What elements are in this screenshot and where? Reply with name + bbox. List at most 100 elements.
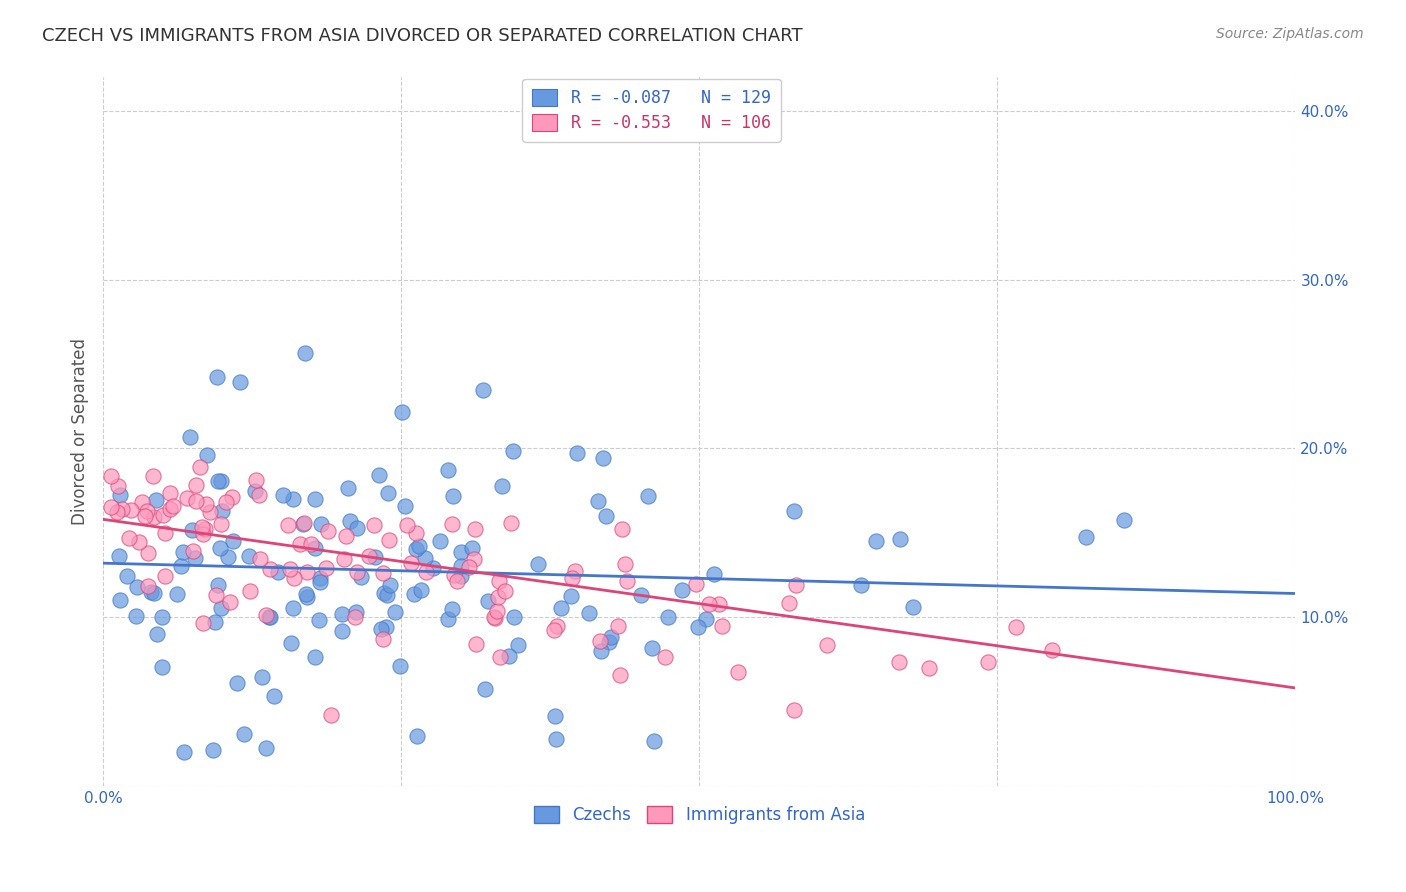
Point xyxy=(176,491,198,505)
Point xyxy=(607,619,630,633)
Point xyxy=(170,558,193,573)
Point xyxy=(257,610,280,624)
Point xyxy=(179,430,201,444)
Point xyxy=(295,591,318,605)
Point xyxy=(215,495,238,509)
Point xyxy=(441,489,464,503)
Point xyxy=(333,552,356,566)
Point xyxy=(422,561,444,575)
Point xyxy=(380,578,402,592)
Point xyxy=(309,516,332,531)
Point xyxy=(849,578,872,592)
Point xyxy=(485,604,508,618)
Point xyxy=(1112,513,1135,527)
Point xyxy=(450,545,472,559)
Point xyxy=(107,478,129,492)
Point xyxy=(217,549,239,564)
Point xyxy=(461,541,484,556)
Point xyxy=(494,583,516,598)
Point xyxy=(136,579,159,593)
Point xyxy=(357,549,380,563)
Point xyxy=(142,586,165,600)
Point xyxy=(346,566,368,580)
Point xyxy=(415,566,437,580)
Point xyxy=(204,588,226,602)
Point xyxy=(181,544,204,558)
Point xyxy=(232,727,254,741)
Point xyxy=(238,549,260,563)
Point xyxy=(363,517,385,532)
Point xyxy=(349,569,371,583)
Point xyxy=(309,571,332,585)
Point xyxy=(195,448,218,462)
Point xyxy=(637,490,659,504)
Point xyxy=(209,516,232,531)
Point xyxy=(208,541,231,555)
Point xyxy=(437,612,460,626)
Point xyxy=(463,552,485,566)
Point xyxy=(409,583,432,598)
Point xyxy=(367,467,389,482)
Point xyxy=(378,533,401,547)
Point xyxy=(281,601,304,615)
Point xyxy=(150,610,173,624)
Point xyxy=(1004,620,1026,634)
Legend: Czechs, Immigrants from Asia: Czechs, Immigrants from Asia xyxy=(523,796,875,834)
Point xyxy=(211,504,233,518)
Point xyxy=(120,503,142,517)
Point xyxy=(259,562,281,576)
Point xyxy=(344,606,367,620)
Point xyxy=(446,574,468,588)
Point xyxy=(695,612,717,626)
Point xyxy=(292,516,315,530)
Point xyxy=(486,590,509,604)
Point xyxy=(239,583,262,598)
Point xyxy=(436,463,458,477)
Point xyxy=(567,446,589,460)
Point xyxy=(254,607,277,622)
Point xyxy=(195,497,218,511)
Point xyxy=(408,539,430,553)
Point xyxy=(471,383,494,397)
Point xyxy=(394,500,416,514)
Point xyxy=(707,598,730,612)
Point xyxy=(371,566,394,581)
Point xyxy=(304,541,326,555)
Point xyxy=(527,558,550,572)
Point xyxy=(685,577,707,591)
Point xyxy=(865,534,887,549)
Point xyxy=(134,509,156,524)
Point xyxy=(136,503,159,517)
Point xyxy=(599,630,621,644)
Point xyxy=(209,474,232,488)
Point xyxy=(150,660,173,674)
Point xyxy=(245,473,267,487)
Point xyxy=(105,505,128,519)
Point xyxy=(162,500,184,514)
Point xyxy=(671,583,693,598)
Point xyxy=(654,650,676,665)
Point xyxy=(406,729,429,743)
Point xyxy=(288,537,311,551)
Point xyxy=(440,516,463,531)
Point xyxy=(263,690,285,704)
Point xyxy=(785,578,807,592)
Point xyxy=(184,478,207,492)
Point xyxy=(405,542,427,557)
Point xyxy=(173,745,195,759)
Point xyxy=(370,622,392,636)
Point xyxy=(550,600,572,615)
Point xyxy=(643,733,665,747)
Point xyxy=(561,571,583,585)
Point xyxy=(598,635,620,649)
Point xyxy=(491,479,513,493)
Point xyxy=(783,503,806,517)
Point xyxy=(201,742,224,756)
Point xyxy=(191,616,214,631)
Point xyxy=(482,610,505,624)
Point xyxy=(111,502,134,516)
Point xyxy=(901,600,924,615)
Point xyxy=(395,518,418,533)
Point xyxy=(259,610,281,624)
Point xyxy=(316,524,339,538)
